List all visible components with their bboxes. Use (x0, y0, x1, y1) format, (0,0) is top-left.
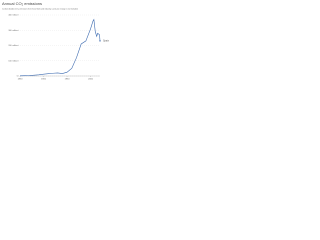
chart: Annual CO₂ emissions Carbon dioxide (CO₂… (2, 1, 110, 81)
series-label: Spain (103, 40, 110, 43)
x-tick-label: 1850 (18, 79, 24, 81)
line (19, 18, 101, 77)
end-point (99, 40, 101, 42)
y-tick-label: 400 million t (8, 14, 19, 17)
y-tick-label: 200 million t (8, 44, 19, 47)
x-tick-label: 1900 (41, 79, 47, 81)
chart-subtitle: Carbon dioxide (CO₂) emissions from foss… (2, 7, 79, 10)
chart-title: Annual CO₂ emissions (2, 1, 42, 6)
x-tick-label: 2000 (88, 79, 94, 81)
x-tick-label: 1950 (65, 79, 71, 81)
y-tick-label: 0 t (17, 75, 20, 78)
y-tick-label: 100 million t (8, 59, 19, 62)
y-tick-label: 300 million t (8, 29, 19, 32)
